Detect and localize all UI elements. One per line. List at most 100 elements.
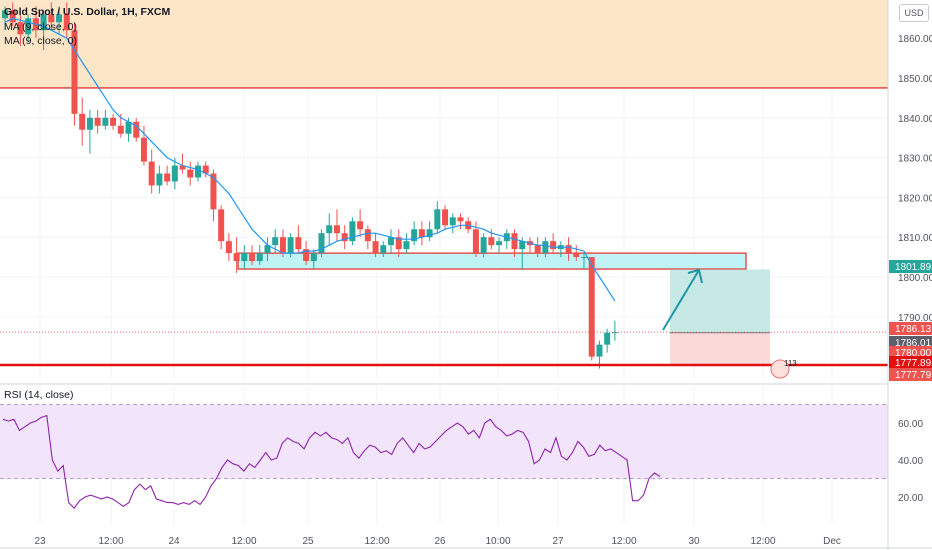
time-tick: 30 bbox=[688, 536, 700, 547]
candle-body bbox=[534, 245, 541, 254]
price-label-text: 1786.01 bbox=[895, 338, 932, 349]
candle-body bbox=[565, 245, 572, 254]
currency-button[interactable]: USD bbox=[899, 4, 929, 22]
symbol-legend[interactable]: Gold Spot / U.S. Dollar, 1H, FXCM bbox=[4, 6, 170, 18]
candle-body bbox=[426, 229, 433, 238]
candle-body bbox=[210, 173, 217, 210]
candle-body bbox=[287, 237, 294, 254]
candle-body bbox=[241, 253, 248, 262]
candle-body bbox=[519, 241, 526, 250]
price-tick: 1850.00 bbox=[898, 74, 932, 85]
time-tick: 23 bbox=[34, 536, 46, 547]
time-tick: 12:00 bbox=[750, 536, 775, 547]
indicator-legend-1[interactable]: MA (9, close, 0) bbox=[4, 21, 77, 33]
time-tick: 24 bbox=[168, 536, 180, 547]
candle-body bbox=[511, 233, 518, 250]
candle-body bbox=[333, 225, 340, 234]
price-tick: 1810.00 bbox=[898, 233, 932, 244]
candle-body bbox=[125, 121, 132, 134]
event-count: 113 bbox=[784, 359, 797, 368]
price-label-text: 1777.79 bbox=[895, 370, 932, 381]
time-tick: 26 bbox=[434, 536, 446, 547]
candle-body bbox=[611, 332, 618, 334]
candle-body bbox=[110, 117, 117, 126]
candle-body bbox=[542, 241, 549, 254]
rsi-pane bbox=[0, 404, 888, 509]
time-tick: 12:00 bbox=[611, 536, 636, 547]
candle-body bbox=[588, 257, 595, 357]
price-label-entry bbox=[889, 336, 932, 349]
candle-body bbox=[573, 253, 580, 258]
candle-body bbox=[94, 117, 101, 126]
candle-body bbox=[380, 245, 387, 254]
candle-body bbox=[357, 221, 364, 230]
candle-body bbox=[349, 221, 356, 242]
time-tick: 12:00 bbox=[98, 536, 123, 547]
price-axis-bg bbox=[888, 0, 932, 550]
price-label-text: 1801.89 bbox=[895, 262, 932, 273]
candle-body bbox=[388, 237, 394, 246]
price-tick: 1800.00 bbox=[898, 273, 932, 284]
candle-body bbox=[164, 173, 171, 182]
candle-body bbox=[364, 229, 371, 242]
price-label-text: 1777.89 bbox=[895, 358, 932, 369]
candle-body bbox=[56, 14, 63, 23]
time-tick: 10:00 bbox=[485, 536, 510, 547]
price-label-support bbox=[889, 356, 932, 369]
price-tick: 1830.00 bbox=[898, 154, 932, 165]
candle-body bbox=[202, 165, 209, 174]
candle-body bbox=[25, 18, 32, 35]
candle-body bbox=[17, 22, 24, 35]
candle-body bbox=[133, 121, 140, 138]
candle-body bbox=[550, 241, 557, 250]
candle-body bbox=[117, 125, 124, 134]
candle-body bbox=[63, 14, 70, 31]
price-label-hidden bbox=[889, 346, 932, 359]
candle-body bbox=[272, 237, 279, 246]
candle-body bbox=[179, 165, 186, 170]
candle-body bbox=[279, 237, 286, 254]
candle-body bbox=[596, 344, 603, 357]
candle-body bbox=[171, 165, 178, 182]
candle-body bbox=[326, 225, 333, 234]
candle-body bbox=[148, 161, 155, 186]
candle-body bbox=[488, 237, 495, 246]
price-tick: 1820.00 bbox=[898, 193, 932, 204]
ma-line bbox=[4, 17, 616, 302]
rsi-tick: 20.00 bbox=[898, 493, 923, 504]
drawings[interactable]: 113 bbox=[0, 268, 932, 379]
candle-body bbox=[2, 10, 8, 19]
indicator-legend-2[interactable]: MA (9, close, 0) bbox=[4, 35, 77, 47]
time-tick: 27 bbox=[552, 536, 564, 547]
time-tick: 12:00 bbox=[231, 536, 256, 547]
candle-body bbox=[341, 233, 348, 242]
candle-body bbox=[156, 173, 163, 186]
rsi-line bbox=[2, 414, 661, 509]
price-tick: 1790.00 bbox=[898, 313, 932, 324]
candle-body bbox=[187, 169, 194, 178]
candle-body bbox=[403, 241, 410, 250]
candle-body bbox=[48, 14, 55, 23]
price-label-target bbox=[889, 260, 932, 273]
target-area bbox=[670, 269, 770, 333]
candle-body bbox=[264, 245, 271, 254]
price-tick: 1860.00 bbox=[898, 34, 932, 45]
rsi-band bbox=[0, 404, 888, 479]
candle-body bbox=[457, 217, 464, 222]
rsi-tick: 40.00 bbox=[898, 456, 923, 467]
candle-body bbox=[79, 113, 86, 130]
candle-body bbox=[472, 229, 479, 254]
rsi-legend[interactable]: RSI (14, close) bbox=[4, 389, 74, 401]
candle-body bbox=[604, 332, 611, 345]
supply-zone bbox=[0, 0, 888, 88]
candle-body bbox=[318, 233, 325, 254]
candle-body bbox=[418, 229, 425, 238]
projection-arrow bbox=[662, 269, 700, 331]
candle-body bbox=[86, 117, 93, 130]
candle-body bbox=[303, 249, 310, 262]
candle-body bbox=[102, 117, 109, 126]
candle-body bbox=[40, 14, 47, 31]
stop-area bbox=[670, 332, 770, 366]
